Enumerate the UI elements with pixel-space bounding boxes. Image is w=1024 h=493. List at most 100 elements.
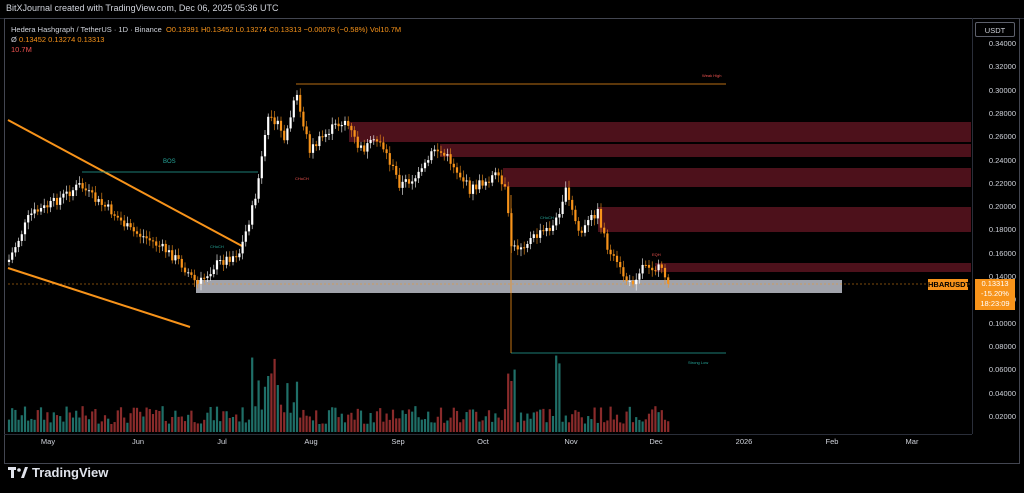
candle-body [305,126,308,135]
candle-body [385,149,388,154]
candle-body [337,123,340,127]
supply-zone-2 [440,144,971,157]
candle-body [455,167,459,173]
candle-body [311,144,315,153]
volume-bar [471,409,475,432]
eqh-label: EQH [652,252,661,257]
candle-body [452,163,455,168]
volume-bar [516,422,519,432]
time-axis[interactable] [4,434,972,465]
volume-bar [398,418,401,432]
volume-bar [535,411,539,432]
price-tick-label: 0.16000 [988,248,1016,258]
candle-body [433,149,436,152]
volume-bar [401,410,404,432]
candle-body [555,217,558,226]
volume-bar [110,423,113,432]
volume-bar [193,422,196,432]
volume-bar [340,413,343,432]
volume-bar [494,413,497,432]
volume-bar [487,410,491,432]
volume-bar [375,411,379,432]
candle-body [651,267,654,271]
candle-body [647,264,651,268]
current-price: 0.13313 [981,279,1009,288]
currency-selector[interactable]: USDT [975,22,1015,37]
candle-body [615,255,619,262]
volume-bar [324,423,327,432]
candle-body [350,125,353,131]
volume-bar [663,419,667,432]
volume-bar [23,406,27,432]
candle-body [510,213,513,247]
candle-body [215,260,219,270]
candle-body [84,188,87,191]
candle-body [475,184,478,190]
candle-body [244,231,247,242]
volume-bar [113,422,116,432]
candle-body [535,234,539,238]
candle-body [209,274,212,277]
candle-body [631,280,635,285]
volume-bar [571,414,574,432]
volume-bar [209,406,212,432]
volume-bar [273,358,276,432]
candle-body [430,151,433,161]
volume-bar [81,406,84,432]
volume-bar [391,409,395,432]
volume-bar [423,419,427,432]
brand-text: TradingView [32,465,109,480]
choch-label-1: CHoCH [295,176,309,181]
candle-body [331,124,334,134]
candle-body [574,209,577,222]
caption-text: BitXJournal created with TradingView.com… [6,3,279,13]
candle-body [567,187,571,200]
candle-body [439,151,443,153]
volume-bar [497,417,500,432]
volume-bar [606,420,609,432]
candle-body [59,197,62,205]
candle-body [516,245,519,250]
volume-bar [366,423,369,432]
candle-body [260,156,263,179]
candle-body [663,267,667,278]
demand-zone [196,280,842,293]
current-price-box: 0.13313 -15.20% 18:23:09 [975,279,1015,310]
trendline-lower [7,267,191,328]
candle-body [507,186,510,214]
weak-high-label: Weak High [702,73,722,78]
current-change: -15.20% [981,289,1009,298]
time-tick-label: Dec [649,437,663,446]
volume-bar [452,407,455,432]
price-axis[interactable] [972,18,1021,434]
volume-bar [283,412,286,432]
volume-bar [519,412,523,432]
volume-bar [337,417,340,432]
strong-low-label: Strong Low [688,360,708,365]
candle-body [465,180,468,182]
volume-bar [468,409,471,432]
price-tick-label: 0.30000 [988,85,1016,95]
volume-bar [507,373,510,432]
candle-body [363,145,366,152]
volume-bar [7,419,11,432]
volume-bar [174,410,177,432]
volume-bar [395,418,398,432]
volume-bar [132,407,135,432]
candle-body [174,255,177,261]
volume-bar [27,420,30,432]
volume-bar [321,423,324,432]
candle-body [420,168,423,172]
price-tick-label: 0.26000 [988,132,1016,142]
volume-bar [475,411,478,432]
candle-body [577,221,580,231]
volume-bar [199,423,203,432]
candle-body [110,204,113,215]
candle-body [449,154,452,164]
volume-bar [551,415,555,432]
candle-body [481,180,484,186]
volume-bar [94,409,97,432]
volume-bar [651,409,654,432]
volume-bar [660,410,663,432]
